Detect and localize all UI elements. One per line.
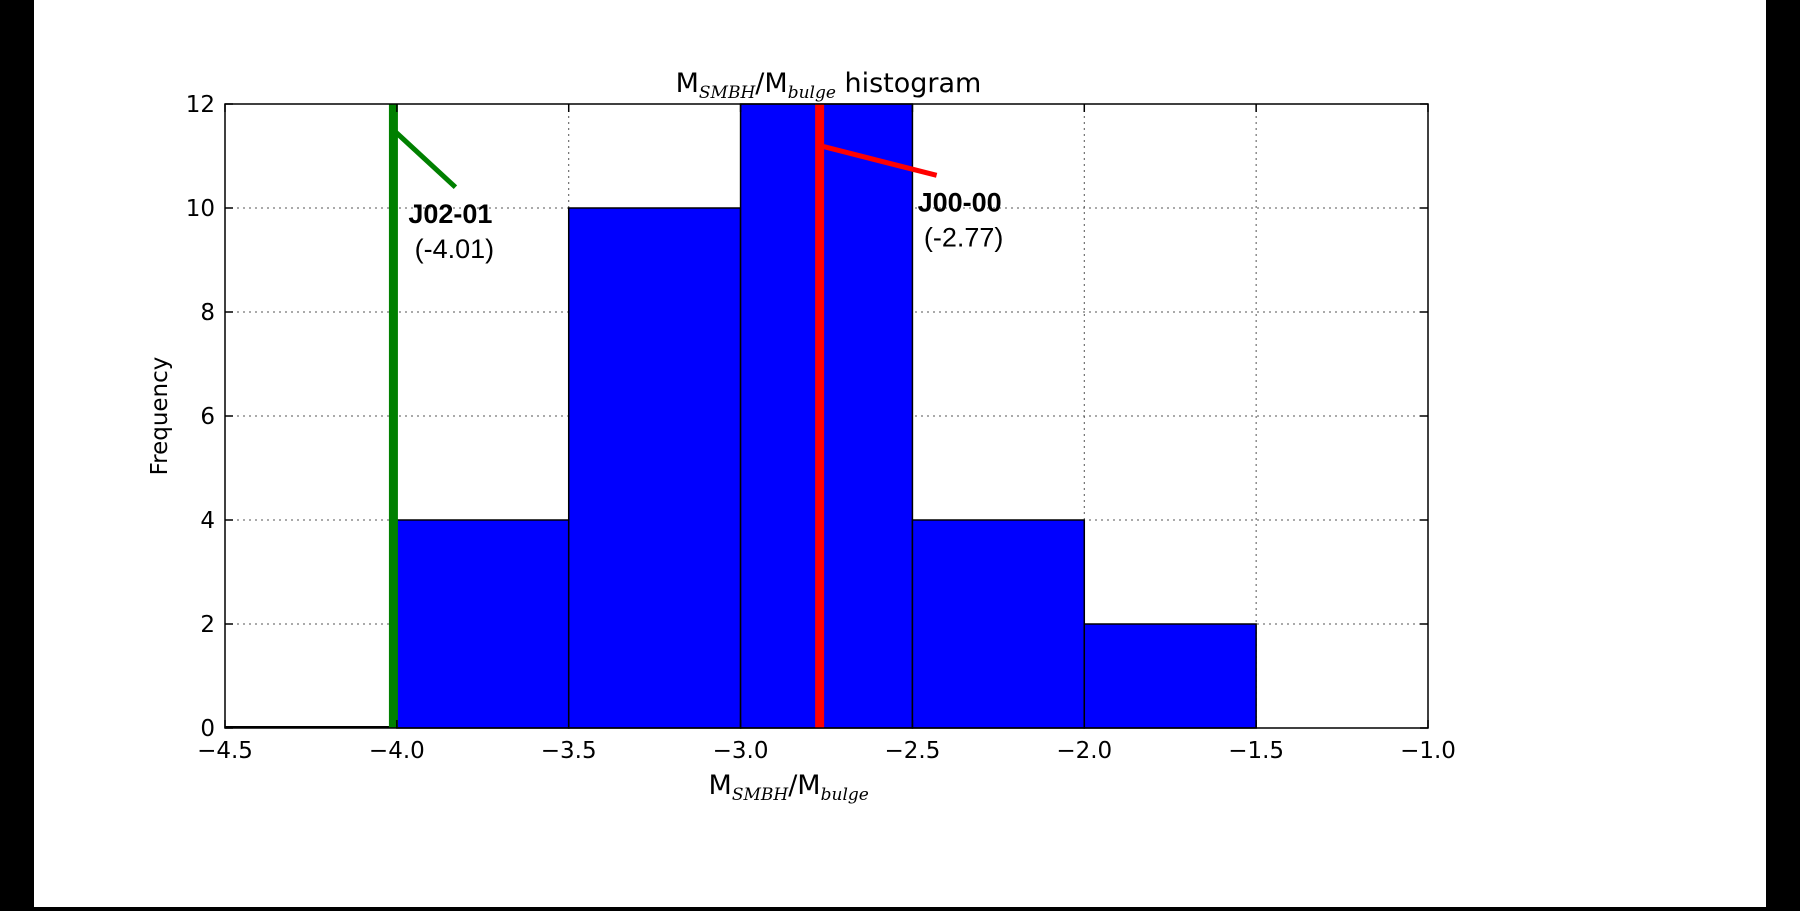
histogram-bar <box>739 103 914 729</box>
y-tick-label: 8 <box>200 300 215 326</box>
y-tick-label: 10 <box>186 196 215 222</box>
x-tick-label: −3.5 <box>541 738 597 764</box>
histogram-bar <box>911 519 1086 729</box>
bars <box>225 103 1257 729</box>
marker-annotations: J02-01 (-4.01) J00-00 (-2.77) <box>391 128 1004 264</box>
histogram-bar <box>1083 623 1257 729</box>
x-tick-label: −1.5 <box>1228 738 1284 764</box>
histogram-bar <box>396 519 570 729</box>
marker-value-label: (-4.01) <box>415 234 495 264</box>
chart-title: MSMBH/Mbulge histogram <box>676 68 982 103</box>
x-tick-label: −2.0 <box>1056 738 1112 764</box>
marker-label: J02-01 <box>408 199 492 229</box>
x-tick-label: −1.0 <box>1400 738 1456 764</box>
y-tick-label: 6 <box>200 404 215 430</box>
y-tick-label: 12 <box>186 92 215 118</box>
marker-callout-line <box>391 128 458 190</box>
histogram-bar <box>567 207 742 729</box>
x-tick-label: −4.0 <box>369 738 425 764</box>
x-tick-label: −3.0 <box>713 738 769 764</box>
x-tick-label: −2.5 <box>884 738 940 764</box>
marker-label: J00-00 <box>918 187 1002 217</box>
y-tick-label: 2 <box>200 612 215 638</box>
y-tick-label: 0 <box>200 716 215 742</box>
marker-value-label: (-2.77) <box>924 222 1004 252</box>
marker-lines <box>388 104 825 728</box>
x-axis-label: MSMBH/Mbulge <box>709 770 869 805</box>
marker-callout-line <box>819 143 938 178</box>
y-axis-label: Frequency <box>147 357 173 476</box>
x-tick-label: −4.5 <box>197 738 253 764</box>
axis-ticks: −4.5 −4.0 −3.5 −3.0 −2.5 −2.0 −1.5 −1.0 0 2 4 6 8 10 1… <box>186 92 1456 764</box>
axis-labels: MSMBH/Mbulge histogram MSMBH/Mbulge Freq… <box>147 68 981 805</box>
y-tick-label: 4 <box>200 508 215 534</box>
